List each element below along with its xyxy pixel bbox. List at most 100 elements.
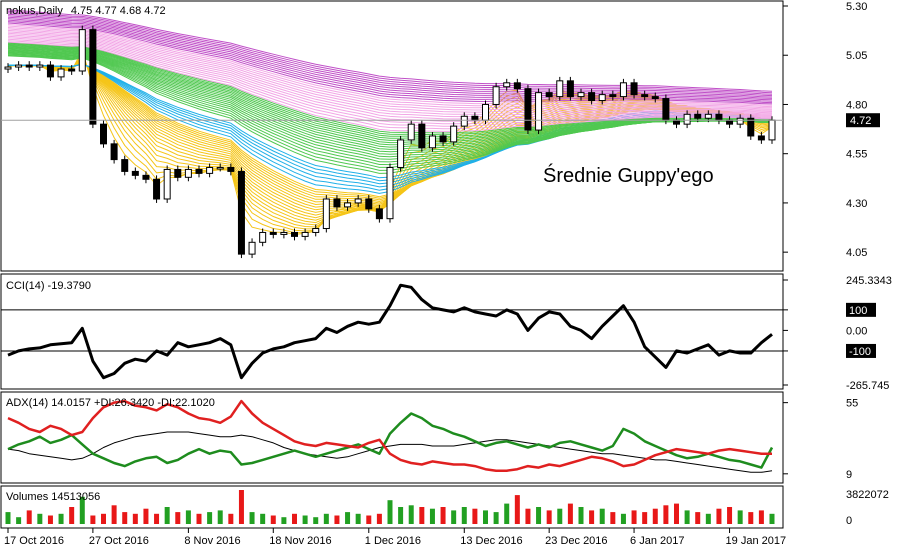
candle-body (131, 170, 139, 176)
current-price-box (846, 113, 880, 128)
candle-body (237, 170, 245, 255)
candle-body (747, 117, 755, 137)
volume-bar (589, 510, 595, 524)
candle-body (248, 241, 256, 255)
cci-tick-label: -100 (849, 346, 871, 358)
guppy-very-long-line (7, 29, 773, 113)
volume-bar (37, 513, 43, 524)
candle-body (662, 98, 670, 121)
volume-bar (249, 512, 255, 524)
volume-bar (175, 512, 181, 524)
volume-bar (281, 517, 287, 524)
adx-pane-title: ADX(14) 14.0157 +DI:26.3420 -DI:22.1020 (6, 397, 215, 409)
volume-bar (663, 505, 669, 524)
volume-bar (461, 507, 467, 524)
candle-body (174, 168, 182, 178)
candle-body (354, 198, 362, 204)
candle-body (216, 166, 224, 170)
guppy-very-long-line (7, 28, 773, 111)
price-tick-label: 4.55 (846, 149, 867, 161)
volume-bar (366, 515, 372, 524)
candle-body (428, 135, 436, 149)
candle-body (715, 113, 723, 121)
volume-bar (525, 508, 531, 524)
guppy-very-long-line (7, 13, 773, 97)
candle-body (386, 166, 394, 220)
volume-bar (122, 512, 128, 524)
volume-bar (727, 507, 733, 524)
cci-level-box (846, 302, 876, 317)
guppy-very-long-line (7, 41, 772, 132)
candle-body (407, 123, 415, 141)
candle-body (259, 231, 267, 243)
adx-tick-label: 55 (846, 398, 858, 410)
guppy-long-line (7, 43, 772, 138)
volume-bar (355, 513, 361, 524)
candle-body (68, 68, 76, 72)
candle-body (184, 168, 192, 178)
volume-bar (345, 512, 351, 524)
guppy-very-long-line (7, 37, 773, 125)
candle-body (25, 64, 33, 68)
volume-bar (313, 517, 319, 524)
volume-bar (483, 510, 488, 524)
candle-body (301, 231, 309, 237)
adx-series-di (7, 399, 772, 472)
guppy-very-long-line (7, 10, 773, 94)
volume-bar (185, 510, 191, 524)
volume-bar (79, 496, 85, 524)
candle-body (36, 64, 44, 68)
volume-bar (323, 513, 329, 524)
guppy-annotation: Średnie Guppy'ego (543, 163, 714, 187)
cci-tick-label: 245.3343 (846, 275, 892, 287)
candles (4, 25, 776, 259)
candle-body (142, 174, 150, 180)
candle-body (4, 66, 12, 70)
price-tick-label: 4.05 (846, 247, 867, 259)
volume-bar (610, 512, 616, 524)
candle-body (545, 92, 553, 98)
volume-layer (5, 490, 775, 524)
candle-body (439, 135, 447, 143)
candle-body (757, 135, 765, 141)
adx-layer (7, 399, 774, 473)
cci-layer (1, 283, 783, 380)
candle-body (694, 113, 702, 119)
volume-bar (493, 512, 499, 524)
candle-body (556, 80, 564, 98)
volume-bar (599, 508, 605, 524)
volume-bar (90, 515, 96, 524)
price-tick-label: 5.30 (846, 1, 867, 13)
candle-body (524, 88, 532, 131)
candle-body (577, 92, 585, 98)
candle-body (110, 143, 118, 161)
cci-tick-label: 0.00 (846, 325, 867, 337)
x-tick-label: 1 Dec 2016 (365, 535, 421, 547)
volume-tick-label: 0 (846, 515, 852, 527)
candle-body (513, 82, 521, 90)
volume-bar (387, 500, 393, 524)
candle-body (683, 113, 691, 125)
volume-bar (376, 513, 382, 524)
volume-bar (5, 512, 11, 524)
volume-bar (238, 490, 244, 524)
candle-body (365, 198, 373, 210)
x-tick-label: 6 Jan 2017 (630, 535, 684, 547)
volume-bar (578, 507, 584, 524)
candle-body (704, 113, 712, 119)
candle-body (460, 115, 468, 127)
cci-line (7, 283, 773, 380)
volume-bar (58, 513, 64, 524)
volume-bar (546, 510, 552, 524)
volume-bar (69, 507, 75, 524)
adx-series-di (7, 412, 774, 469)
candle-body (121, 159, 129, 172)
candle-body (598, 94, 606, 102)
volume-bar (695, 512, 701, 524)
candle-body (471, 115, 479, 121)
candle-body (651, 96, 659, 100)
volume-bar (334, 515, 340, 524)
candle-body (78, 29, 86, 72)
candle-body (375, 208, 383, 220)
